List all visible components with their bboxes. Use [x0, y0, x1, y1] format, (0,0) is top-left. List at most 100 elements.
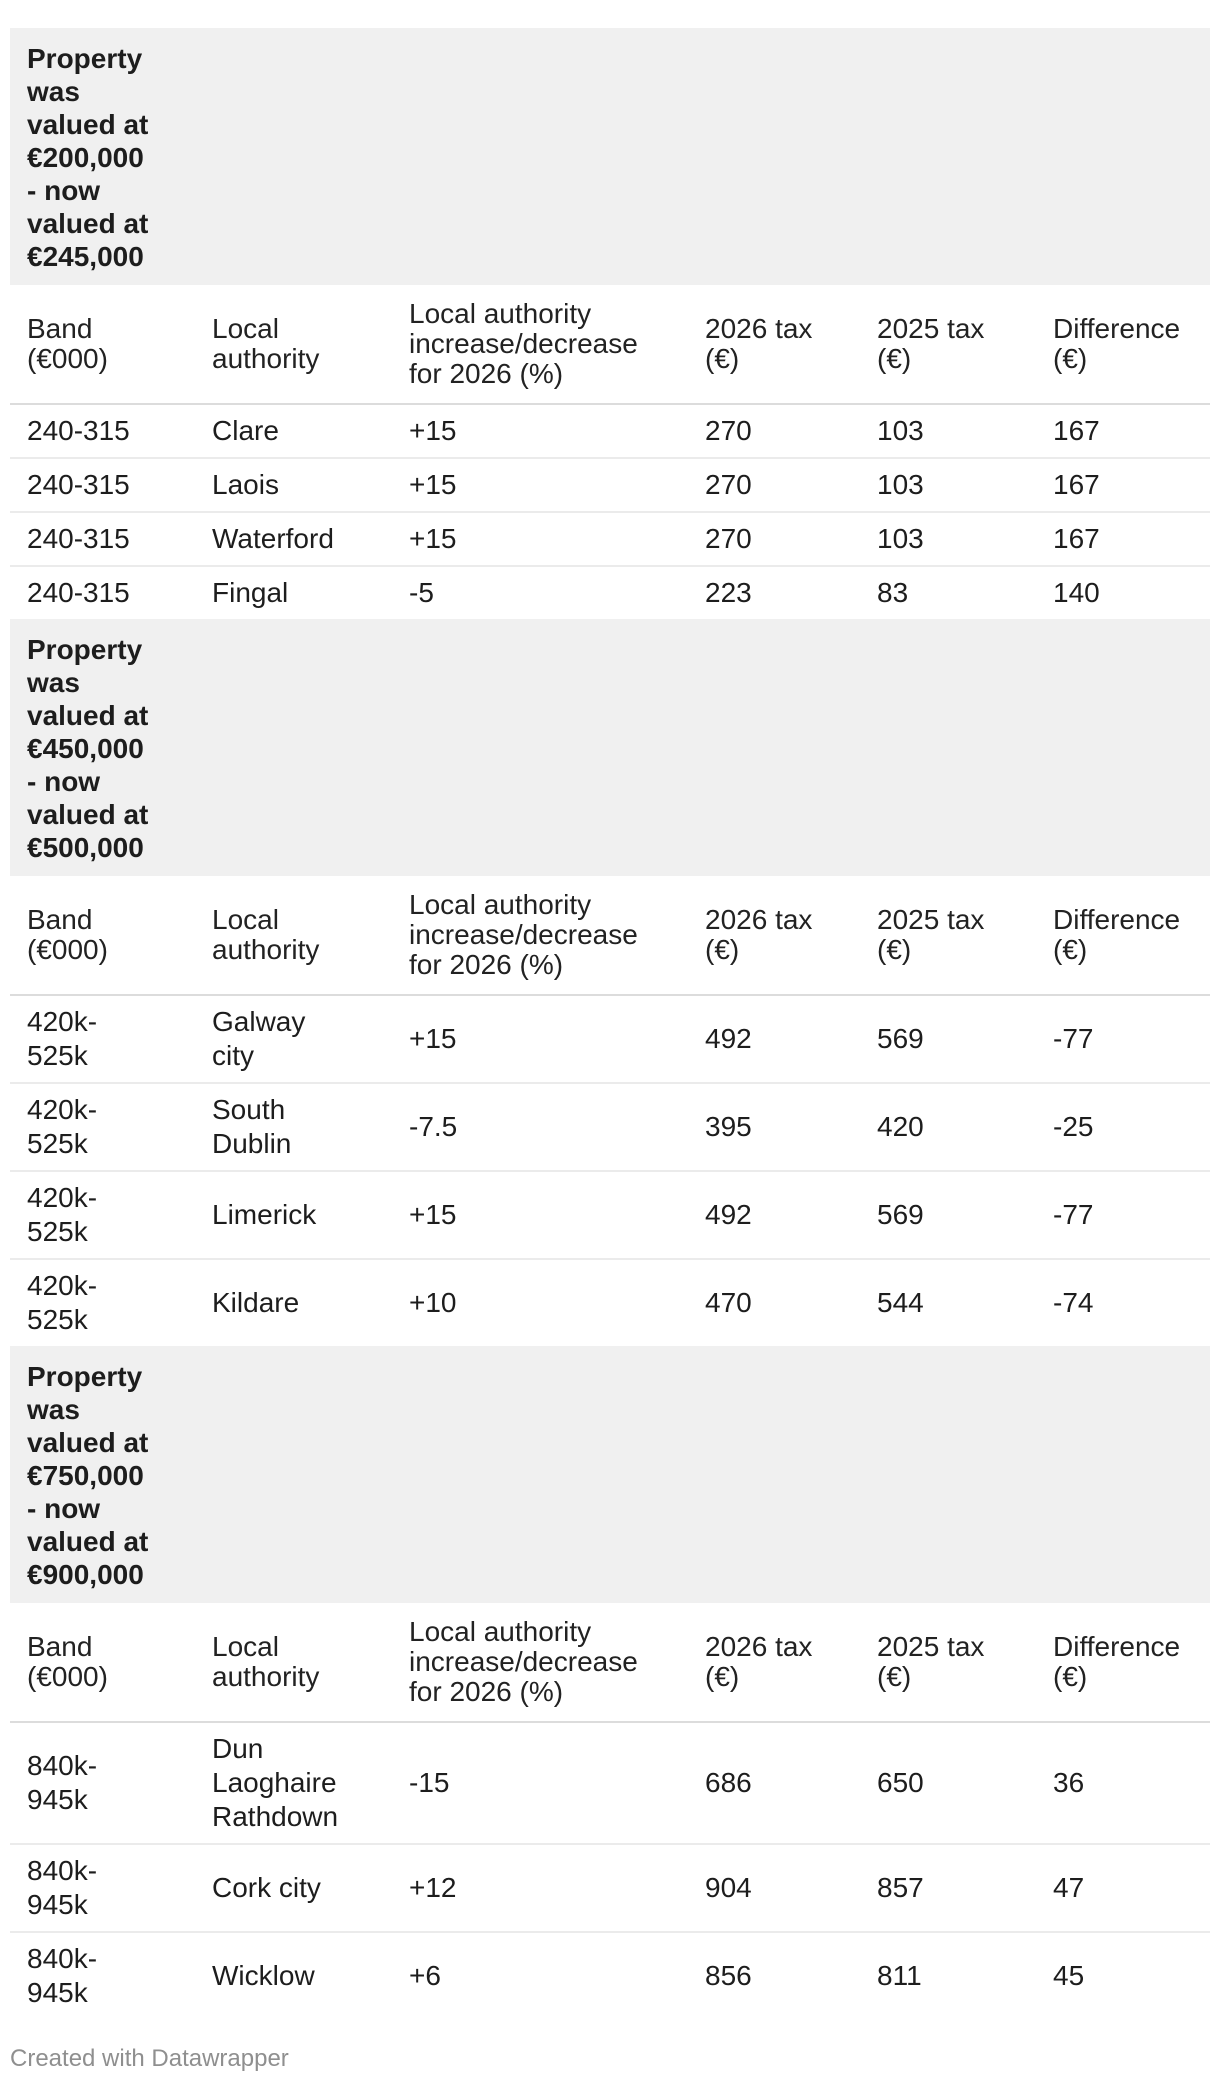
cell-local-authority: Fingal — [212, 577, 289, 608]
cell-rate-change: +15 — [392, 404, 688, 459]
cell-band: 240-315 — [10, 512, 195, 567]
cell-2025-tax: 420 — [860, 1083, 1036, 1172]
cell-2026-tax: 470 — [705, 1287, 752, 1318]
table-row: 840k- 945k Dun Laoghaire Rathdown -15 686 65… — [10, 1722, 1210, 1845]
column-header-band: Band (€000) — [10, 876, 195, 996]
valuation-section-3: Property was valued at €750,000 - now va… — [10, 1346, 1210, 2019]
cell-rate-change: -7.5 — [392, 1083, 688, 1172]
cell-2025-tax: 103 — [860, 458, 1036, 513]
cell-rate-change: +15 — [392, 458, 688, 513]
cell-local-authority: Laois — [195, 458, 392, 513]
table-row: 240-315 Fingal -5 223 83 140 — [10, 566, 1210, 619]
cell-local-authority: Cork city — [195, 1844, 392, 1933]
cell-difference: -25 — [1036, 1083, 1210, 1172]
column-header-difference: Difference (€) — [1036, 285, 1210, 405]
column-header-rate-change: Local authority increase/decrease for 20… — [392, 1603, 688, 1723]
cell-rate-change: +10 — [409, 1287, 457, 1318]
column-header-2025-tax: 2025 tax (€) — [860, 1603, 1036, 1723]
cell-local-authority: Limerick — [195, 1171, 392, 1260]
cell-2025-tax: 569 — [860, 995, 1036, 1084]
cell-2025-tax: 103 — [860, 512, 1036, 567]
cell-difference: 167 — [1036, 404, 1210, 459]
table-row: 840k- 945k Cork city +12 904 857 47 — [10, 1844, 1210, 1933]
table-row: 840k- 945k Wicklow +6 856 811 45 — [10, 1932, 1210, 2019]
cell-2026-tax: 904 — [688, 1844, 860, 1933]
cell-band: 420k- 525k — [10, 1083, 195, 1172]
cell-local-authority: Waterford — [195, 512, 392, 567]
column-header-difference: Difference (€) — [1036, 1603, 1210, 1723]
column-header-2026-tax: 2026 tax (€) — [688, 876, 860, 996]
tax-table-2: Band (€000) Local authority Local authorit… — [10, 876, 1210, 1346]
header-row: Band (€000) Local authority Local authorit… — [10, 1603, 1210, 1723]
cell-difference: -77 — [1036, 1171, 1210, 1260]
table-row: 240-315 Waterford +15 270 103 167 — [10, 512, 1210, 567]
cell-rate-change: +15 — [392, 1171, 688, 1260]
cell-band: 420k- 525k — [10, 995, 195, 1084]
header-row: Band (€000) Local authority Local authorit… — [10, 285, 1210, 405]
cell-rate-change: +15 — [392, 995, 688, 1084]
valuation-section-1: Property was valued at €200,000 - now va… — [10, 28, 1210, 619]
column-header-rate-change: Local authority increase/decrease for 20… — [392, 876, 688, 996]
cell-local-authority: Clare — [195, 404, 392, 459]
cell-band: 240-315 — [10, 458, 195, 513]
cell-2025-tax: 857 — [860, 1844, 1036, 1933]
cell-2025-tax: 544 — [877, 1287, 924, 1318]
cell-2025-tax: 103 — [860, 404, 1036, 459]
tax-table-3: Band (€000) Local authority Local authorit… — [10, 1603, 1210, 2019]
column-header-2026-tax: 2026 tax (€) — [688, 285, 860, 405]
cell-2025-tax: 569 — [860, 1171, 1036, 1260]
group-header-valuation-1: Property was valued at €200,000 - now va… — [10, 28, 1210, 285]
table-row: 420k- 525k South Dublin -7.5 395 420 -25 — [10, 1083, 1210, 1172]
cell-local-authority: Galway city — [195, 995, 392, 1084]
column-header-2025-tax: 2025 tax (€) — [860, 876, 1036, 996]
cell-difference: 45 — [1053, 1960, 1085, 1991]
cell-2026-tax: 270 — [688, 458, 860, 513]
cell-2026-tax: 686 — [688, 1722, 860, 1845]
cell-band: 840k- 945k — [27, 1943, 98, 2008]
cell-band: 420k- 525k — [10, 1171, 195, 1260]
cell-difference: -74 — [1053, 1287, 1094, 1318]
cell-local-authority: South Dublin — [195, 1083, 392, 1172]
cell-difference: -77 — [1036, 995, 1210, 1084]
group-header-valuation-3: Property was valued at €750,000 - now va… — [10, 1346, 1210, 1603]
column-header-local-authority: Local authority — [195, 1603, 392, 1723]
cell-rate-change: -15 — [392, 1722, 688, 1845]
cell-rate-change: +12 — [392, 1844, 688, 1933]
cell-band: 840k- 945k — [10, 1844, 195, 1933]
column-header-local-authority: Local authority — [195, 285, 392, 405]
tax-table-1: Band (€000) Local authority Local authorit… — [10, 285, 1210, 619]
cell-2026-tax: 223 — [705, 577, 752, 608]
cell-band: 240-315 — [10, 404, 195, 459]
column-header-2026-tax: 2026 tax (€) — [688, 1603, 860, 1723]
cell-local-authority: Wicklow — [212, 1960, 315, 1991]
cell-rate-change: +15 — [392, 512, 688, 567]
cell-band: 420k- 525k — [27, 1270, 98, 1335]
cell-rate-change: -5 — [409, 577, 434, 608]
cell-local-authority: Kildare — [212, 1287, 300, 1318]
cell-difference: 47 — [1036, 1844, 1210, 1933]
cell-difference: 140 — [1053, 577, 1100, 608]
column-header-band: Band (€000) — [10, 1603, 195, 1723]
cell-2025-tax: 811 — [877, 1960, 922, 1991]
cell-rate-change: +6 — [409, 1960, 441, 1991]
column-header-band: Band (€000) — [10, 285, 195, 405]
column-header-difference: Difference (€) — [1036, 876, 1210, 996]
cell-local-authority: Dun Laoghaire Rathdown — [195, 1722, 392, 1845]
cell-2026-tax: 270 — [688, 512, 860, 567]
cell-2026-tax: 270 — [688, 404, 860, 459]
table-row: 420k- 525k Galway city +15 492 569 -77 — [10, 995, 1210, 1084]
cell-2026-tax: 492 — [688, 1171, 860, 1260]
table-row: 420k- 525k Kildare +10 470 544 -74 — [10, 1259, 1210, 1346]
header-row: Band (€000) Local authority Local authorit… — [10, 876, 1210, 996]
table-row: 240-315 Laois +15 270 103 167 — [10, 458, 1210, 513]
cell-2026-tax: 395 — [688, 1083, 860, 1172]
valuation-section-2: Property was valued at €450,000 - now va… — [10, 619, 1210, 1346]
cell-difference: 167 — [1036, 458, 1210, 513]
datawrapper-credit-link[interactable]: Created with Datawrapper — [10, 2045, 289, 2072]
table-row: 420k- 525k Limerick +15 492 569 -77 — [10, 1171, 1210, 1260]
cell-2025-tax: 650 — [860, 1722, 1036, 1845]
group-header-valuation-2: Property was valued at €450,000 - now va… — [10, 619, 1210, 876]
cell-2026-tax: 492 — [688, 995, 860, 1084]
cell-2026-tax: 856 — [705, 1960, 752, 1991]
